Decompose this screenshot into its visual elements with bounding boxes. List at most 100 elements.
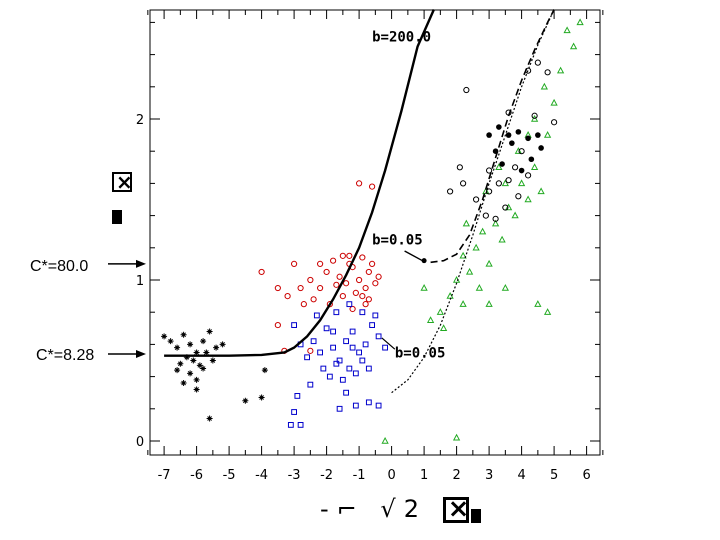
side-label-c-828: C*=8.28	[36, 347, 95, 364]
side-arrow-head	[136, 350, 146, 359]
data-point	[359, 357, 366, 364]
data-point	[482, 187, 490, 195]
data-point	[203, 349, 210, 356]
data-point	[518, 167, 525, 174]
data-point	[514, 147, 522, 154]
data-point	[502, 204, 509, 211]
data-point	[491, 219, 500, 227]
data-point	[356, 349, 363, 356]
data-point	[356, 276, 363, 284]
data-point	[359, 309, 366, 316]
data-point	[482, 212, 489, 219]
data-point	[540, 82, 548, 90]
data-point	[452, 275, 461, 283]
data-point	[291, 322, 298, 328]
data-point	[274, 284, 281, 292]
data-point	[525, 172, 532, 179]
data-point	[365, 399, 372, 406]
model-curves	[164, 9, 555, 394]
data-point	[369, 183, 376, 190]
x-tick-label: 1	[420, 468, 428, 483]
data-point	[206, 415, 213, 422]
data-point	[242, 397, 249, 404]
data-point	[365, 268, 372, 276]
data-point	[509, 140, 515, 146]
data-point	[362, 341, 369, 348]
data-point	[330, 344, 337, 351]
data-point	[180, 380, 187, 387]
data-point	[310, 338, 317, 345]
data-point	[372, 312, 379, 319]
data-point	[459, 300, 467, 307]
data-point	[291, 409, 298, 415]
model-curve	[164, 9, 435, 357]
data-point	[343, 338, 350, 345]
data-point	[486, 188, 493, 195]
x-tick-label: 0	[387, 468, 395, 483]
data-point	[339, 252, 346, 259]
data-point	[174, 367, 181, 374]
data-point	[543, 308, 552, 315]
data-point	[187, 341, 194, 348]
y-tick-label: 1	[136, 274, 144, 289]
data-point	[330, 257, 337, 264]
data-point	[551, 119, 558, 126]
data-point	[339, 376, 346, 383]
curve-label-pointer	[404, 250, 423, 262]
data-point	[349, 328, 356, 335]
data-point	[365, 296, 372, 303]
data-point	[200, 365, 207, 372]
data-point	[504, 203, 513, 211]
data-point	[346, 301, 353, 308]
data-point	[167, 338, 174, 345]
x-tick-label: 6	[582, 468, 590, 483]
y-axis-label-mark-icon	[112, 210, 122, 224]
x-tick-label: 3	[485, 468, 493, 483]
data-point	[382, 344, 389, 351]
data-point	[501, 283, 509, 291]
data-point	[326, 373, 333, 380]
curve-label-pointer	[381, 337, 396, 350]
data-point	[297, 284, 304, 292]
data-point	[495, 180, 502, 187]
data-point	[369, 260, 376, 267]
data-point	[569, 42, 578, 50]
x-tick-label: 4	[517, 468, 525, 483]
data-point	[472, 243, 480, 251]
data-point	[375, 402, 382, 409]
data-point	[535, 132, 541, 138]
curve-label: b=200.0	[372, 30, 431, 46]
data-point	[333, 309, 340, 316]
x-axis-label: -⌐ √2	[320, 494, 481, 524]
data-point	[193, 349, 200, 356]
data-point	[336, 357, 343, 364]
data-point	[349, 344, 356, 351]
data-point	[375, 333, 382, 340]
data-point	[300, 301, 307, 308]
data-point	[439, 324, 448, 331]
data-point	[161, 333, 168, 340]
data-point	[538, 145, 544, 151]
data-point	[463, 86, 470, 94]
data-point	[492, 215, 499, 222]
data-point	[196, 362, 203, 369]
data-points	[161, 18, 584, 444]
curve-label: b=0.05	[395, 345, 446, 361]
data-point	[343, 280, 350, 287]
data-point	[459, 251, 467, 259]
data-point	[323, 325, 330, 332]
data-point	[349, 305, 356, 313]
data-point	[307, 347, 314, 354]
data-point	[563, 26, 571, 34]
data-point	[343, 389, 350, 396]
x-axis-label-box-icon	[442, 494, 477, 524]
y-axis-label-glyph-icon	[112, 170, 133, 194]
data-point	[274, 321, 281, 329]
y-tick-label: 0	[136, 435, 144, 450]
x-tick-label: -6	[190, 468, 203, 483]
data-point	[534, 300, 542, 307]
data-point	[320, 365, 327, 372]
data-point	[530, 163, 539, 170]
data-point	[365, 365, 372, 372]
